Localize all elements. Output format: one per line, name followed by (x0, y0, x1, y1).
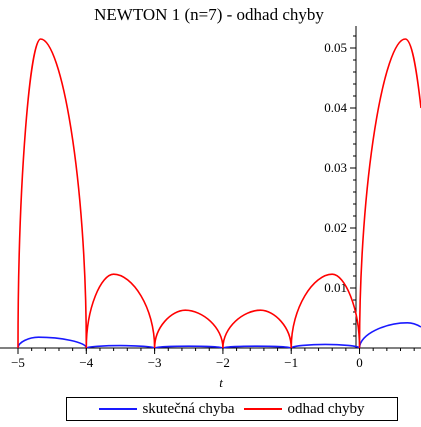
chart-title: NEWTON 1 (n=7) - odhad chyby (94, 5, 324, 24)
x-axis-label: t (219, 375, 223, 390)
legend-label-actual-error: skutečná chyba (142, 400, 235, 417)
y-tick-label: 0.02 (324, 220, 347, 235)
series-error-estimate (17, 38, 421, 349)
legend-swatch-blue (99, 408, 138, 410)
y-tick-label: 0.05 (324, 40, 347, 55)
x-tick-label: −3 (148, 355, 162, 370)
x-tick-label: −5 (11, 355, 25, 370)
legend: skutečná chyba odhad chyby (66, 397, 398, 421)
series-layer (17, 38, 421, 349)
legend-item-error-estimate: odhad chyby (244, 400, 365, 418)
series-actual-error (17, 321, 421, 349)
axes: −5 −4 −3 −2 −1 0 0.01 0.02 0.03 0.04 0.05 (0, 26, 421, 370)
x-tick-label: −1 (284, 355, 298, 370)
x-tick-label: 0 (356, 355, 363, 370)
y-tick-label: 0.04 (324, 100, 347, 115)
legend-item-actual-error: skutečná chyba (99, 401, 234, 418)
x-tick-label: −2 (216, 355, 230, 370)
y-tick-label: 0.01 (324, 280, 347, 295)
legend-swatch-red (244, 408, 283, 410)
x-tick-label: −4 (79, 355, 93, 370)
legend-label-error-estimate: odhad chyby (287, 400, 365, 417)
y-tick-label: 0.03 (324, 160, 347, 175)
